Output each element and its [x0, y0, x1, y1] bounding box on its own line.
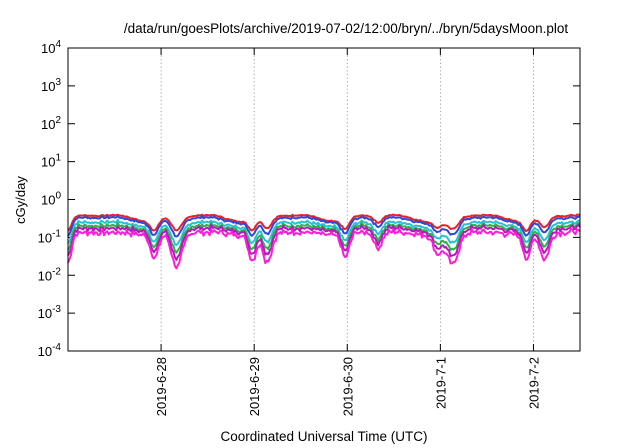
y-tick-label: 10-4: [38, 342, 62, 359]
y-tick-label: 102: [41, 115, 61, 132]
y-tick-label: 100: [41, 191, 61, 208]
x-tick-label: 2019-6-28: [154, 357, 169, 416]
x-tick-label: 2019-7-1: [433, 357, 448, 409]
series-line: [67, 223, 581, 261]
y-axis-label: cGy/day: [13, 176, 28, 224]
x-axis-label: Coordinated Universal Time (UTC): [220, 429, 427, 444]
y-axis-ticks: 10-4 10-3 10-2 10-1 100 101 102 103 104: [38, 39, 580, 359]
y-tick-label: 101: [41, 153, 61, 170]
x-tick-label: 2019-6-29: [247, 357, 262, 416]
series-line: [67, 218, 580, 246]
series-line: [67, 227, 581, 270]
y-tick-label: 10-1: [38, 228, 62, 245]
series-lines: [67, 213, 581, 270]
y-tick-label: 10-3: [38, 304, 62, 321]
y-tick-label: 104: [41, 39, 61, 56]
y-tick-label: 103: [41, 77, 61, 94]
y-tick-label: 10-2: [38, 266, 62, 283]
chart-title: /data/run/goesPlots/archive/2019-07-02/1…: [124, 21, 569, 36]
series-line: [67, 215, 581, 238]
series-line: [67, 221, 581, 254]
x-tick-label: 2019-7-2: [526, 357, 541, 409]
x-gridlines: [160, 48, 534, 351]
x-axis-ticks: 2019-6-28 2019-6-29 2019-6-30 2019-7-1 2019-…: [154, 48, 541, 416]
plot-area-border: [67, 47, 581, 352]
x-tick-label: 2019-6-30: [340, 357, 355, 416]
